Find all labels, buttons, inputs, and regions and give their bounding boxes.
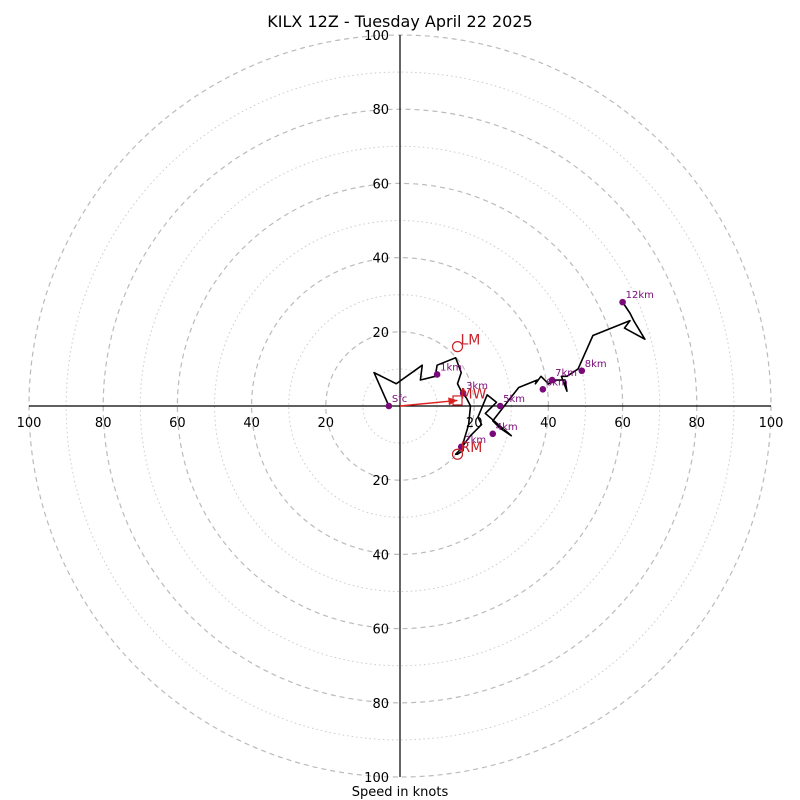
height-marker-Sfc [385,402,393,410]
height-marker-2km [457,443,465,451]
y-tick-label: 40 [372,548,389,563]
height-marker-1km [433,371,441,378]
storm-marker-RM [451,448,464,460]
height-marker-7km [548,376,556,384]
x-tick-label: 40 [540,416,557,431]
storm-label-MW: MW [461,386,487,402]
storm-marker-MW [452,395,463,406]
y-tick-label: 40 [372,252,389,267]
height-label-Sfc: Sfc [392,394,407,405]
y-tick-label: 20 [372,474,389,489]
x-tick-label: 60 [169,416,186,431]
height-label-6km: 6km [546,377,568,388]
x-tick-label: 20 [318,416,335,431]
y-tick-label: 80 [372,697,389,712]
x-tick-label: 100 [17,416,42,431]
height-label-5km: 5km [503,394,525,405]
x-tick-label: 80 [95,416,112,431]
height-label-3km: 3km [466,381,488,392]
storm-label-LM: LM [461,333,481,349]
y-tick-label: 80 [372,103,389,118]
height-marker-5km [496,402,504,410]
y-tick-label: 100 [364,771,389,786]
y-tick-labels: 100 80 60 40 20 20 40 60 80 100 [364,29,389,786]
height-marker-12km [619,298,626,306]
x-axis-label: Speed in knots [352,785,449,800]
storm-motion-markers: LM RM MW [451,333,487,460]
hodograph-trace [373,301,646,456]
x-tick-label: 60 [614,416,631,431]
height-marker-8km [578,367,586,375]
height-label-8km: 8km [585,359,607,370]
height-marker-4km [489,430,497,438]
shear-vector [399,399,458,407]
height-label-2km: 2km [464,435,486,446]
y-tick-label: 60 [372,623,389,638]
storm-label-RM: RM [461,440,483,456]
storm-marker-LM [451,341,464,353]
x-tick-label: 80 [689,416,706,431]
chart-title: KILX 12Z - Tuesday April 22 2025 [267,12,532,31]
height-label-7km: 7km [555,368,577,379]
x-tick-label: 40 [243,416,260,431]
y-tick-label: 20 [372,326,389,341]
x-tick-label: 100 [759,416,784,431]
height-label-12km: 12km [626,290,654,301]
y-tick-label: 60 [372,177,389,192]
height-marker-6km [539,386,547,393]
height-label-4km: 4km [496,422,518,433]
height-marker-3km [459,389,467,397]
y-tick-label: 100 [364,29,389,44]
height-label-1km: 1km [440,362,462,373]
x-tick-labels: 100 80 60 40 20 20 40 60 80 100 [17,416,784,431]
